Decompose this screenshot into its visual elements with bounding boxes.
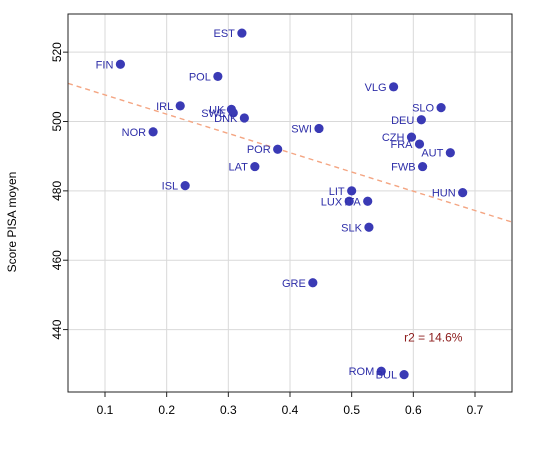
- y-tick-label: 520: [50, 42, 64, 62]
- data-points: [115, 28, 468, 380]
- point-label-bul: BUL: [376, 370, 397, 382]
- x-tick-label: 0.7: [467, 403, 484, 417]
- point-label-fin: FIN: [96, 59, 114, 71]
- data-point-czh: [406, 132, 417, 142]
- data-point-hun: [458, 187, 468, 198]
- data-point-bul: [399, 370, 409, 380]
- x-tick-label: 0.4: [282, 403, 299, 417]
- point-label-ita: ITA: [344, 196, 361, 208]
- data-point-isl: [180, 181, 190, 191]
- y-tick-label: 480: [50, 181, 64, 201]
- point-label-slk: SLK: [341, 222, 362, 234]
- r2-annotation: r2 = 14.6%: [404, 331, 463, 345]
- x-tick-label: 0.1: [97, 403, 114, 417]
- x-tick-label: 0.3: [220, 403, 237, 417]
- point-label-fra: FRA: [391, 139, 414, 151]
- y-axis: 440 460 480 500 520: [50, 42, 68, 340]
- data-point-deu: [416, 115, 426, 125]
- data-point-vlg: [389, 82, 399, 92]
- point-label-irl: IRL: [156, 101, 173, 113]
- trend-line: [67, 82, 513, 223]
- y-tick-label: 440: [50, 319, 64, 339]
- point-label-est: EST: [213, 28, 235, 40]
- data-point-gre: [308, 278, 318, 288]
- point-label-swi: SWI: [291, 123, 312, 135]
- data-point-por: [273, 144, 283, 154]
- point-label-lit: LIT: [329, 186, 345, 198]
- data-point-nor: [148, 127, 158, 137]
- point-label-pol: POL: [189, 71, 211, 83]
- data-point-rom: [376, 366, 386, 376]
- point-label-nor: NOR: [122, 127, 147, 139]
- point-label-deu: DEU: [391, 115, 414, 127]
- point-label-lux: LUX: [321, 196, 343, 208]
- data-point-fwb: [417, 161, 428, 172]
- x-tick-label: 0.6: [405, 403, 422, 417]
- point-label-czh: CZH: [382, 132, 405, 144]
- y-tick-label: 500: [50, 111, 64, 131]
- point-label-fwb: FWB: [391, 162, 415, 174]
- point-label-swe: SWE: [201, 108, 226, 120]
- data-point-pol: [213, 71, 223, 82]
- data-point-lux: [344, 196, 354, 206]
- data-point-irl: [175, 101, 185, 111]
- data-point-dnk: [239, 113, 249, 123]
- data-point-est: [237, 28, 247, 38]
- point-label-slo: SLO: [412, 103, 434, 115]
- data-point-aut: [445, 148, 455, 158]
- data-point-lat: [250, 161, 260, 172]
- y-tick-label: 460: [50, 250, 64, 270]
- y-axis-label: Score PISA moyen: [5, 172, 19, 273]
- point-label-uk: UK: [209, 104, 225, 116]
- data-point-swi: [314, 123, 324, 134]
- point-label-gre: GRE: [282, 278, 306, 290]
- point-label-aut: AUT: [421, 148, 443, 160]
- point-label-dnk: DNK: [214, 113, 238, 125]
- x-tick-label: 0.5: [343, 403, 360, 417]
- point-label-vlg: VLG: [365, 82, 387, 94]
- x-tick-label: 0.2: [158, 403, 175, 417]
- data-point-lit: [347, 186, 357, 196]
- point-label-rom: ROM: [349, 366, 375, 378]
- point-label-lat: LAT: [228, 162, 248, 174]
- point-label-por: POR: [247, 144, 271, 156]
- data-point-ita: [363, 196, 373, 206]
- data-point-slo: [436, 103, 446, 113]
- data-point-fin: [115, 59, 126, 69]
- x-axis: 0.1 0.2 0.3 0.4 0.5 0.6 0.7: [97, 392, 484, 417]
- data-point-fra: [414, 139, 425, 149]
- data-point-slk: [364, 222, 374, 232]
- point-label-isl: ISL: [162, 181, 179, 193]
- point-label-hun: HUN: [432, 188, 456, 200]
- data-point-swe: [228, 108, 238, 118]
